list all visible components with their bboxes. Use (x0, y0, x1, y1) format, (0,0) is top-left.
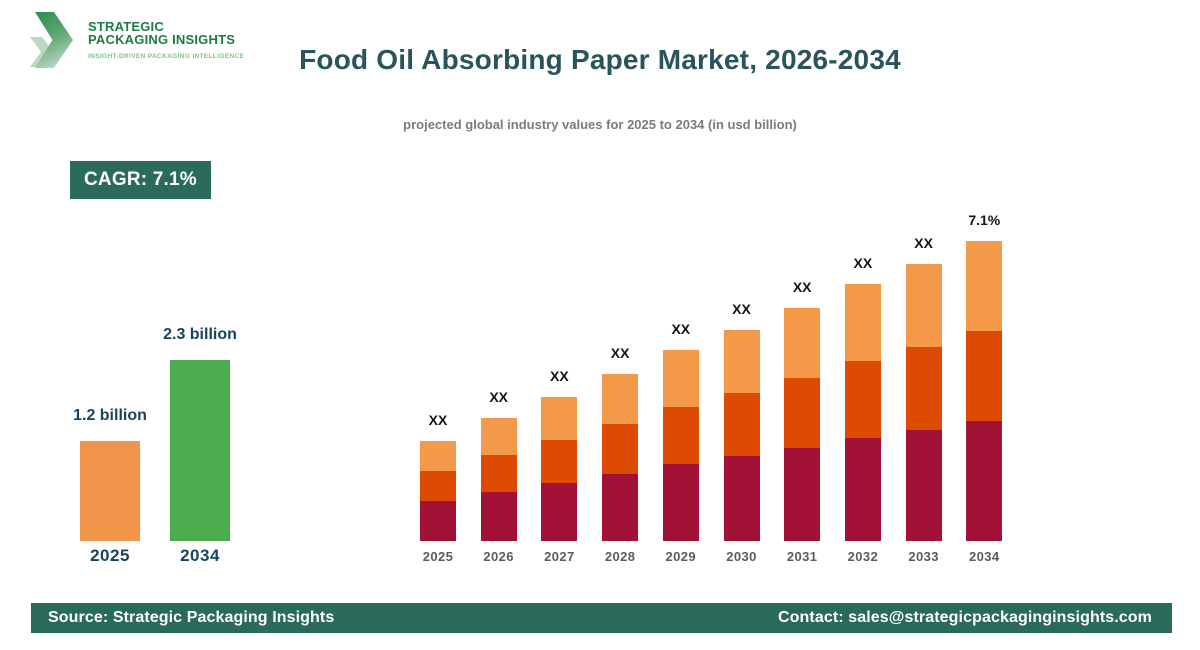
brand-logo: STRATEGIC PACKAGING INSIGHTS INSIGHT-DRI… (30, 12, 244, 68)
bar-year-label: 2034 (969, 549, 1000, 564)
footer-source: Source: Strategic Packaging Insights (48, 609, 335, 626)
stack-segment-middle (784, 378, 821, 448)
stack-segment-middle (602, 424, 639, 474)
bar-year-label: 2030 (726, 549, 757, 564)
bar-value-label: XX (792, 279, 812, 295)
bar-year-label: 2025 (422, 549, 454, 564)
stack-segment-bottom (905, 430, 942, 541)
stack-segment-bottom (541, 483, 578, 541)
stack-segment-bottom (662, 464, 699, 541)
mini-value-label: 1.2 billion (73, 407, 147, 424)
stack-segment-middle (723, 393, 760, 456)
stack-segment-middle (905, 347, 942, 430)
stack-segment-bottom (420, 501, 456, 541)
bar-value-label: XX (610, 345, 630, 361)
bar-value-label: XX (853, 255, 873, 271)
stack-segment-middle (541, 440, 578, 483)
stack-segment-middle (662, 407, 699, 464)
stack-segment-top (480, 418, 517, 455)
brand-text: STRATEGIC PACKAGING INSIGHTS INSIGHT-DRI… (88, 12, 244, 60)
stack-segment-middle (480, 455, 517, 492)
footer-bar: Source: Strategic Packaging Insights Con… (31, 603, 1172, 633)
mini-year-label: 2034 (180, 546, 220, 565)
stack-segment-top (966, 241, 1003, 331)
stack-segment-top (420, 441, 456, 471)
stacked-bar-chart: XX 2025 XX 2026 XX 2027 XX 2028 XX 2029 XX 2030 XX 20… (420, 195, 1010, 564)
bar-year-label: 2032 (847, 549, 879, 564)
stack-segment-top (784, 308, 821, 378)
bar-year-label: 2033 (908, 549, 939, 564)
bar-value-label: 7.1% (968, 212, 1001, 228)
stack-segment-bottom (784, 448, 821, 541)
stack-segment-middle (966, 331, 1003, 421)
mini-bar-2034 (170, 360, 230, 541)
page-subtitle: projected global industry values for 202… (403, 117, 797, 132)
stack-segment-top (602, 374, 639, 424)
mini-bar-2025 (80, 441, 140, 541)
bar-value-label: XX (489, 389, 509, 405)
bar-year-label: 2031 (786, 549, 818, 564)
stack-segment-bottom (602, 474, 639, 541)
bar-year-label: 2028 (604, 549, 636, 564)
bar-value-label: XX (550, 368, 569, 384)
brand-name-line1: STRATEGIC (88, 19, 164, 34)
stack-segment-middle (844, 361, 881, 438)
stack-segment-top (662, 350, 699, 407)
chevron-arrow-icon (30, 12, 74, 68)
mini-year-label: 2025 (90, 546, 130, 565)
mini-value-label: 2.3 billion (163, 326, 237, 343)
stack-segment-middle (420, 471, 456, 501)
bar-value-label: XX (914, 235, 933, 251)
stack-segment-top (844, 284, 881, 361)
stack-segment-bottom (480, 492, 517, 541)
mini-summary-chart: 1.2 billion 2025 2.3 billion 2034 (60, 325, 260, 570)
bar-year-label: 2029 (665, 549, 697, 564)
bar-value-label: XX (732, 301, 751, 317)
footer-contact: Contact: sales@strategicpackaginginsight… (778, 609, 1152, 626)
bar-year-label: 2026 (483, 549, 514, 564)
bar-value-label: XX (671, 321, 691, 337)
bar-value-label: XX (428, 412, 448, 428)
stack-segment-top (723, 330, 760, 393)
cagr-badge: CAGR: 7.1% (70, 161, 211, 199)
page-title: Food Oil Absorbing Paper Market, 2026-20… (299, 44, 901, 75)
stack-segment-bottom (844, 438, 881, 541)
stack-segment-bottom (966, 421, 1003, 541)
stack-segment-bottom (723, 456, 760, 541)
stack-segment-top (905, 264, 942, 347)
bar-year-label: 2027 (544, 549, 575, 564)
stack-segment-top (541, 397, 578, 440)
brand-name-line2: PACKAGING INSIGHTS (88, 32, 236, 47)
brand-tagline: INSIGHT-DRIVEN PACKAGING INTELLIGENCE (88, 53, 245, 60)
